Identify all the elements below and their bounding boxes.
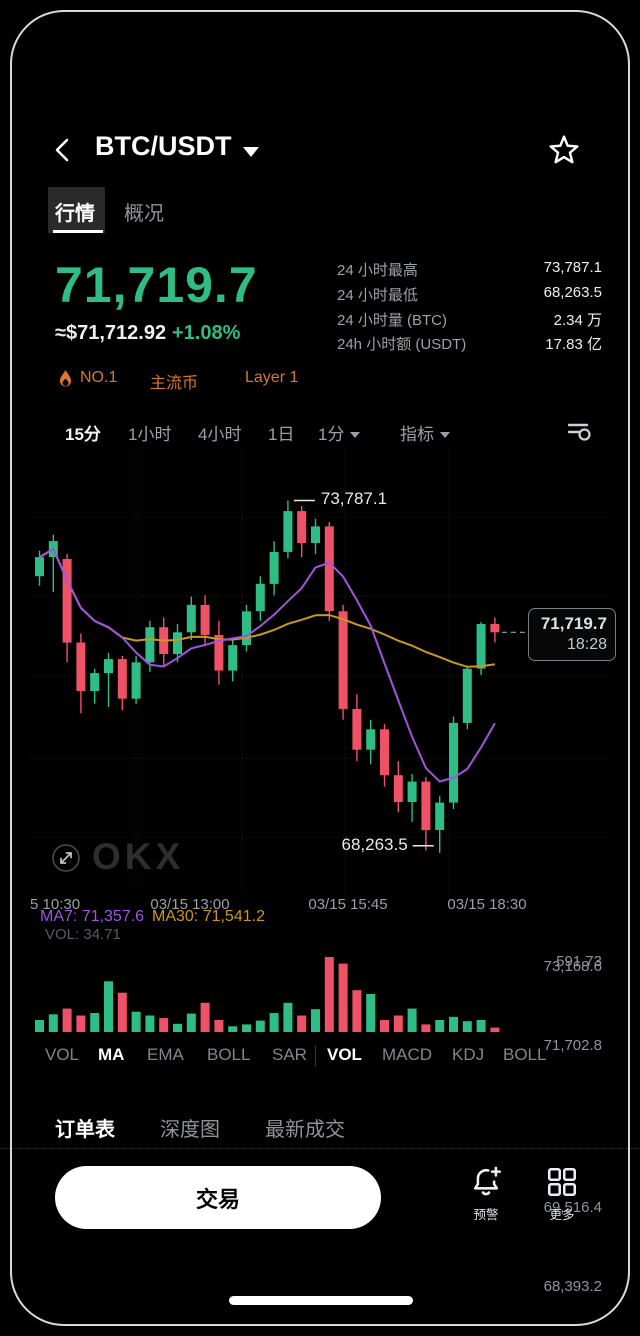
timeframe-dropdown-label: 1分	[318, 425, 345, 444]
more-label: 更多	[549, 1208, 575, 1222]
current-price-badge: 71,719.7 18:28	[528, 608, 616, 661]
badge-rank[interactable]: NO.1	[80, 369, 118, 386]
indicator-boll-sub[interactable]: BOLL	[503, 1045, 547, 1064]
stat-volume-value: 2.34 万	[553, 312, 602, 329]
chevron-down-icon	[350, 432, 361, 438]
volume-pane[interactable]	[0, 922, 640, 1036]
timeframe-dropdown[interactable]: 1分	[318, 420, 361, 445]
indicator-ema[interactable]: EMA	[147, 1045, 184, 1064]
tab-depth-chart[interactable]: 深度图	[160, 1119, 220, 1141]
indicator-macd[interactable]: MACD	[382, 1045, 433, 1064]
more-button[interactable]	[544, 1164, 580, 1200]
axis-label-3: 69,516.4	[543, 1199, 602, 1216]
indicator-vol-main[interactable]: VOL	[45, 1045, 80, 1064]
bell-plus-icon	[473, 1166, 501, 1196]
stat-high-value: 73,787.1	[543, 259, 602, 276]
divider	[0, 1148, 640, 1149]
expand-icon	[52, 844, 80, 872]
high-annotation: 73,787.1	[320, 489, 388, 509]
x-label-4: 03/15 18:30	[447, 896, 527, 913]
timeframe-1d[interactable]: 1日	[268, 425, 295, 444]
indicator-divider	[315, 1046, 316, 1066]
current-price: 71,719.7	[540, 614, 607, 634]
stat-high-label: 24 小时最高	[337, 262, 418, 279]
price-chart[interactable]: MA7: 71,357.6 MA30: 71,541.2 73,168.6 71…	[0, 450, 640, 1295]
home-indicator[interactable]	[229, 1296, 413, 1305]
last-price: 71,719.7	[55, 257, 258, 313]
chevron-down-icon	[440, 432, 450, 438]
indicator-kdj[interactable]: KDJ	[452, 1045, 485, 1064]
timeframe-4h[interactable]: 4小时	[198, 425, 242, 444]
low-annotation: 68,263.5	[341, 834, 408, 854]
badge-mainstream[interactable]: 主流币	[150, 375, 199, 392]
candles-canvas	[30, 450, 608, 893]
alert-label: 预警	[473, 1208, 499, 1222]
volume-axis-label: 591.73	[556, 953, 602, 970]
indicator-sar[interactable]: SAR	[272, 1045, 307, 1064]
volume-label: VOL: 34.71	[45, 926, 121, 943]
pair-title[interactable]: BTC/USDT	[95, 131, 232, 161]
trade-button[interactable]: 交易	[55, 1166, 381, 1229]
chart-settings-button[interactable]	[564, 417, 592, 445]
timeframe-1h[interactable]: 1小时	[128, 425, 172, 444]
stat-volume-label: 24 小时量 (BTC)	[337, 312, 448, 329]
badge-layer1[interactable]: Layer 1	[245, 369, 299, 386]
trade-button-label: 交易	[195, 1186, 240, 1212]
x-label-2: 03/15 13:00	[150, 896, 230, 913]
price-change: +1.08%	[172, 322, 241, 344]
expand-chart-button[interactable]	[50, 842, 82, 874]
stat-low-label: 24 小时最低	[337, 287, 418, 304]
stat-turnover-label: 24h 小时额 (USDT)	[337, 336, 467, 353]
tab-highlight	[48, 187, 105, 233]
back-icon	[55, 138, 69, 162]
favorite-button[interactable]	[547, 133, 581, 167]
flame-icon	[57, 369, 74, 389]
indicator-vol-sub[interactable]: VOL	[327, 1045, 362, 1064]
tab-active-underline	[53, 230, 103, 233]
ma7-label: MA7: 71,357.6	[40, 908, 145, 925]
tab-order-book[interactable]: 订单表	[55, 1119, 115, 1141]
indicator-dropdown-label: 指标	[400, 425, 434, 444]
chevron-down-icon[interactable]	[243, 147, 259, 157]
chart-settings-icon	[567, 423, 591, 441]
star-icon	[549, 135, 579, 164]
stat-turnover-value: 17.83 亿	[545, 336, 602, 353]
indicator-ma[interactable]: MA	[98, 1045, 125, 1064]
axis-label-2: 71,702.8	[543, 1037, 602, 1054]
fiat-price: ≈$71,712.92	[55, 322, 167, 344]
stat-low-value: 68,263.5	[543, 284, 602, 301]
ma30-label: MA30: 71,541.2	[152, 908, 265, 925]
volume-canvas	[35, 957, 500, 1032]
tab-latest-trades[interactable]: 最新成交	[265, 1119, 345, 1141]
indicator-boll-main[interactable]: BOLL	[207, 1045, 251, 1064]
back-button[interactable]	[50, 136, 76, 164]
tab-market[interactable]: 行情	[55, 203, 95, 225]
indicator-dropdown[interactable]: 指标	[400, 420, 450, 445]
x-label-3: 03/15 15:45	[308, 896, 388, 913]
timeframe-15m[interactable]: 15分	[65, 425, 101, 444]
current-time: 18:28	[566, 635, 607, 653]
grid-icon	[547, 1167, 577, 1197]
axis-label-4: 68,393.2	[543, 1278, 602, 1295]
axis-label-1: 73,168.6	[543, 958, 602, 975]
watermark-logo: OKX	[92, 836, 185, 877]
alert-button[interactable]	[468, 1164, 504, 1200]
tab-overview[interactable]: 概况	[124, 203, 164, 225]
x-label-1: 5 10:30	[30, 896, 81, 913]
